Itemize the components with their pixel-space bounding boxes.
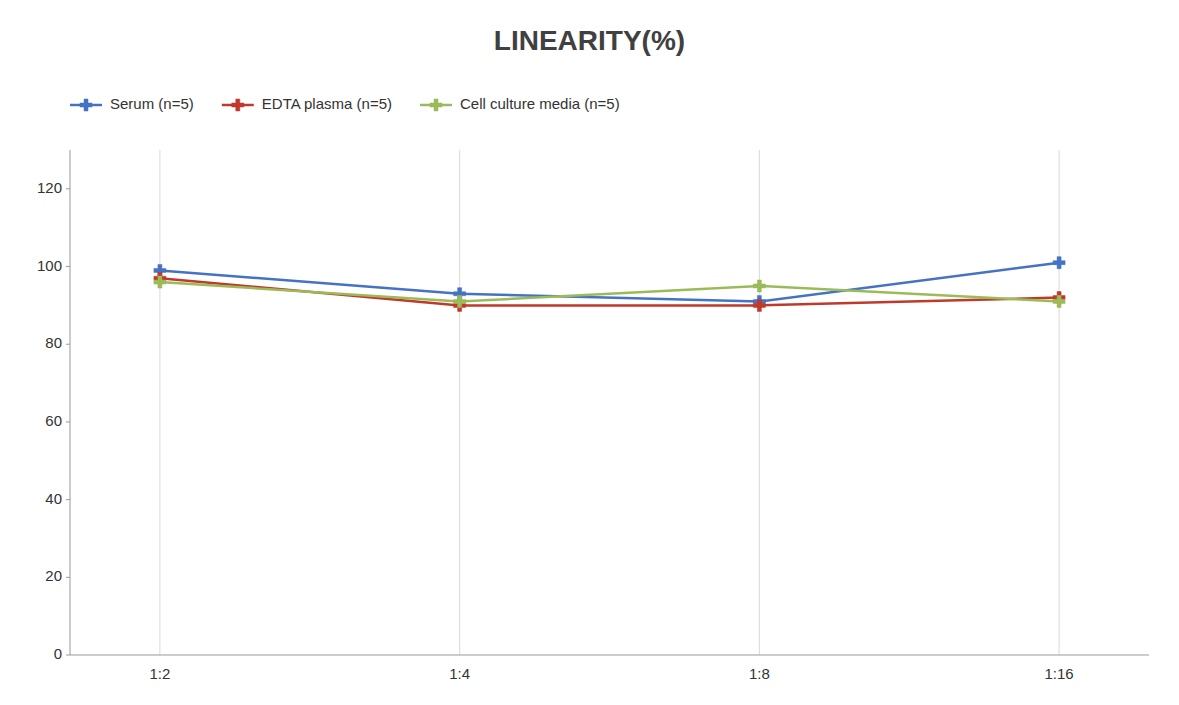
title: LINEARITY(%) [494,25,685,56]
y-tick [66,188,70,189]
y-tick-label: 100 [37,257,62,274]
legend-marker [80,99,92,111]
chart-svg: LINEARITY(%) 0 20 40 60 80 100 120 1:2 1:4 1:8 1:16… [0,0,1179,705]
series [154,257,1065,308]
plot-area [154,257,1065,312]
x-tick-label: 1:2 [149,665,170,682]
x-tick-label: 1:4 [449,665,470,682]
series [154,276,1065,307]
legend-label: Serum (n=5) [110,95,194,112]
legend-label: EDTA plasma (n=5) [262,95,392,112]
grid-line [459,150,460,655]
legend-item: EDTA plasma (n=5) [222,95,392,112]
legend-item: Cell culture media (n=5) [420,95,620,112]
y-tick [66,344,70,345]
series-marker [753,280,765,292]
x-axis-line [70,655,1149,656]
y-tick [66,655,70,656]
y-tick [66,421,70,422]
x-tick-label: 1:8 [749,665,770,682]
series-marker [1053,296,1065,308]
y-tick [66,266,70,267]
grid-line [1059,150,1060,655]
legend-item: Serum (n=5) [70,95,194,112]
axes: 0 20 40 60 80 100 120 1:2 1:4 1:8 1:16 [37,150,1149,682]
y-tick [66,577,70,578]
series-marker [753,299,765,311]
series-marker [154,276,166,288]
y-tick-label: 40 [45,490,62,507]
legend: Serum (n=5) EDTA plasma (n=5) Cell culture… [70,95,620,112]
series-marker [1053,257,1065,269]
y-axis-line [70,150,71,655]
y-tick-label: 20 [45,567,62,584]
series-line [160,263,1059,302]
grid [160,150,1059,655]
grid-line [759,150,760,655]
series [154,272,1065,311]
y-tick-label: 60 [45,412,62,429]
y-tick-label: 0 [54,645,62,662]
grid-line [159,150,160,655]
legend-label: Cell culture media (n=5) [460,95,620,112]
y-tick [66,499,70,500]
legend-marker [232,99,244,111]
legend-marker [430,99,442,111]
series-line [160,282,1059,301]
series-line [160,278,1059,305]
y-tick-label: 80 [45,334,62,351]
y-tick-label: 120 [37,179,62,196]
x-tick-label: 1:16 [1044,665,1073,682]
chart-container: LINEARITY(%) 0 20 40 60 80 100 120 1:2 1:4 1:8 1:16… [0,0,1179,705]
series-marker [454,296,466,308]
